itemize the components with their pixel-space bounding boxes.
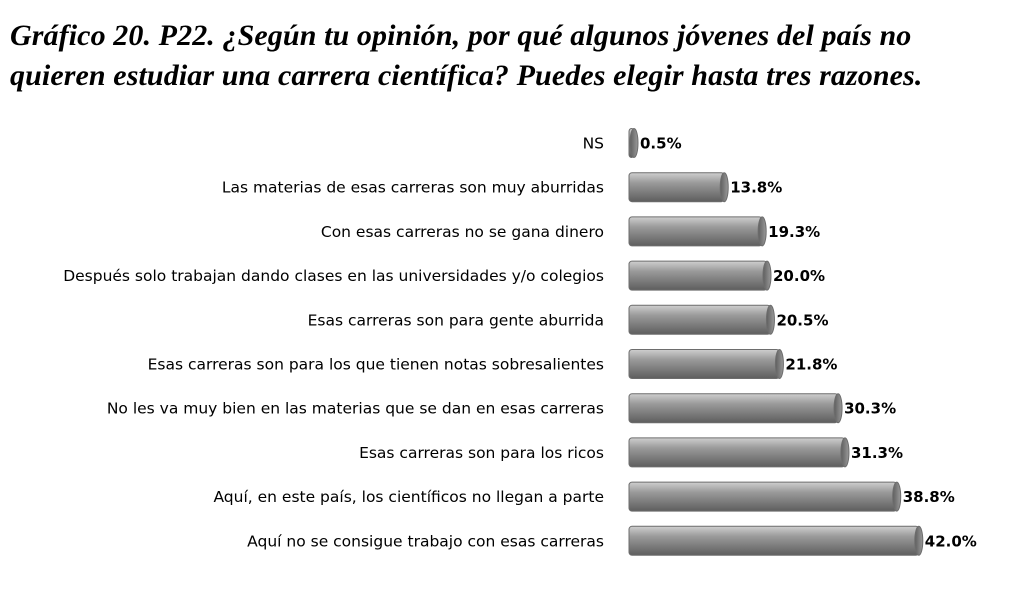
bar-row: NS 0.5% — [583, 129, 682, 158]
bar-row: Las materias de esas carreras son muy ab… — [222, 173, 782, 202]
value-label: 0.5% — [640, 135, 682, 153]
bar-chart: NS 0.5% Las materias de esas carreras son … — [0, 0, 1024, 599]
bar-end-cap — [758, 217, 766, 246]
category-label: Aquí no se consigue trabajo con esas car… — [247, 532, 604, 550]
bar — [629, 482, 897, 511]
value-label: 30.3% — [844, 400, 896, 418]
bar-end-cap — [630, 129, 638, 158]
value-label: 20.0% — [773, 267, 825, 285]
category-label: No les va muy bien en las materias que s… — [107, 400, 604, 418]
bar — [629, 526, 919, 555]
bar-end-cap — [915, 526, 923, 555]
category-label: Esas carreras son para los que tienen no… — [148, 356, 604, 374]
bar — [629, 217, 762, 246]
value-label: 20.5% — [776, 311, 828, 329]
bar-end-cap — [834, 394, 842, 423]
bar — [629, 305, 770, 334]
bar-end-cap — [763, 261, 771, 290]
bar-end-cap — [841, 438, 849, 467]
bar — [629, 438, 845, 467]
value-label: 19.3% — [768, 223, 820, 241]
bars-layer: NS 0.5% Las materias de esas carreras son … — [63, 129, 977, 556]
bar-row: Esas carreras son para gente aburrida 20.… — [308, 305, 829, 334]
bar-row: Aquí no se consigue trabajo con esas car… — [247, 526, 977, 555]
value-label: 38.8% — [903, 488, 955, 506]
bar-row: Con esas carreras no se gana dinero 19.3% — [321, 217, 820, 246]
bar — [629, 394, 838, 423]
category-label: Esas carreras son para gente aburrida — [308, 311, 604, 329]
value-label: 31.3% — [851, 444, 903, 462]
category-label: Esas carreras son para los ricos — [359, 444, 604, 462]
bar — [629, 261, 767, 290]
bar-row: Esas carreras son para los que tienen no… — [148, 350, 838, 379]
value-label: 13.8% — [730, 179, 782, 197]
bar-end-cap — [720, 173, 728, 202]
value-label: 21.8% — [785, 356, 837, 374]
category-label: Con esas carreras no se gana dinero — [321, 223, 604, 241]
bar — [629, 173, 724, 202]
category-label: Aquí, en este país, los científicos no l… — [213, 488, 604, 506]
bar-end-cap — [893, 482, 901, 511]
bar-end-cap — [766, 305, 774, 334]
category-label: Después solo trabajan dando clases en la… — [63, 267, 604, 285]
bar-row: No les va muy bien en las materias que s… — [107, 394, 896, 423]
category-label: NS — [583, 135, 604, 153]
category-label: Las materias de esas carreras son muy ab… — [222, 179, 604, 197]
bar — [629, 350, 779, 379]
bar-end-cap — [775, 350, 783, 379]
bar-row: Aquí, en este país, los científicos no l… — [213, 482, 954, 511]
bar-row: Esas carreras son para los ricos 31.3% — [359, 438, 903, 467]
bar-row: Después solo trabajan dando clases en la… — [63, 261, 825, 290]
value-label: 42.0% — [925, 532, 977, 550]
